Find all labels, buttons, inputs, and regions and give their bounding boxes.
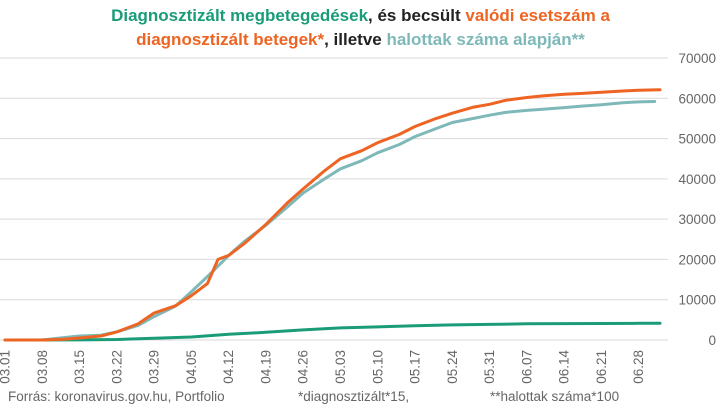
title-line-2: diagnosztizált betegek*, illetve halotta…: [0, 28, 721, 52]
x-tick-label: 05.03: [333, 350, 348, 384]
y-tick-label: 40000: [678, 172, 716, 187]
x-tick-label: 04.19: [258, 350, 273, 384]
footer-source: Forrás: koronavirus.gov.hu, Portfolio: [8, 389, 225, 404]
diagnosed-cases-line: [3, 321, 662, 342]
x-tick-label: 04.05: [184, 350, 199, 384]
estimated-cases-deaths-line: [3, 100, 657, 342]
x-tick-label: 03.01: [0, 350, 13, 384]
series-lines: [3, 88, 662, 342]
title-teal-text: halottak száma alapján**: [386, 30, 585, 49]
x-tick-label: 03.08: [35, 350, 50, 384]
x-tick-label: 03.22: [109, 350, 124, 384]
title-line-1: Diagnosztizált megbetegedések, és becsül…: [0, 4, 721, 28]
x-tick-label: 05.17: [408, 350, 423, 384]
x-tick-label: 05.24: [445, 350, 460, 384]
x-tick-label: 03.29: [147, 350, 162, 384]
y-tick-label: 0: [708, 333, 716, 348]
x-tick-label: 04.26: [296, 350, 311, 384]
x-tick-label: 06.07: [519, 350, 534, 384]
x-tick-label: 05.31: [482, 350, 497, 384]
title-black-text-2: , illetve: [324, 30, 387, 49]
title-orange-text: valódi esetszám a: [465, 6, 610, 25]
y-tick-label: 60000: [678, 91, 716, 106]
y-axis-labels: 0 10000 20000 30000 40000 50000 60000 70000: [678, 51, 716, 348]
x-tick-label: 04.12: [221, 350, 236, 384]
x-axis-labels: 03.01 03.08 03.15 03.22 03.29 04.05 04.12 04.19…: [0, 350, 646, 384]
x-tick-label: 06.28: [631, 350, 646, 384]
y-tick-label: 20000: [678, 252, 716, 267]
y-tick-label: 50000: [678, 132, 716, 147]
y-tick-label: 30000: [678, 212, 716, 227]
y-tick-label: 70000: [678, 51, 716, 66]
grid-lines: [0, 57, 668, 341]
x-tick-label: 03.15: [72, 350, 87, 384]
footer-note-1: *diagnosztizált*15,: [298, 389, 410, 404]
title-orange-text-2: diagnosztizált betegek*: [136, 30, 325, 49]
title-black-text: , és becsült: [368, 6, 466, 25]
x-tick-label: 06.21: [594, 350, 609, 384]
title-green-text: Diagnosztizált megbetegedések: [111, 6, 369, 25]
x-tick-label: 05.10: [370, 350, 385, 384]
estimated-cases-diagnosed-line: [3, 88, 662, 342]
y-tick-label: 10000: [678, 293, 716, 308]
chart-title: Diagnosztizált megbetegedések, és becsül…: [0, 4, 721, 52]
x-tick-label: 06.14: [557, 350, 572, 384]
footer-note-2: **halottak száma*100: [490, 389, 620, 404]
